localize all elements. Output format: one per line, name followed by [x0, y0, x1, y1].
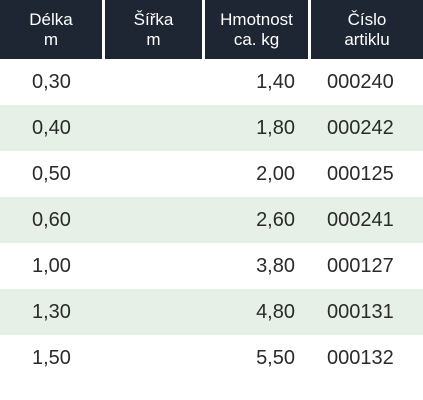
header-cislo-unit: artiklu [344, 29, 390, 49]
cell-cislo: 000242 [327, 116, 394, 139]
header-cislo-label: Číslo [347, 9, 387, 29]
table-row: 0,60 2,60 000241 [0, 197, 423, 243]
cell-hmotnost: 1,80 [256, 116, 295, 139]
header-sirka-label: Šířka [133, 9, 174, 29]
table-row: 0,50 2,00 000125 [0, 151, 423, 197]
header-hmotnost-label: Hmotnost [220, 9, 293, 29]
cell-cislo: 000131 [327, 300, 394, 323]
table-row: 0,30 1,40 000240 [0, 59, 423, 105]
cell-delka: 0,50 [32, 162, 71, 185]
table-row: 0,40 1,80 000242 [0, 105, 423, 151]
cell-hmotnost: 3,80 [256, 254, 295, 277]
table-header: Délka m Šířka m Hmotnost ca. kg Číslo ar… [0, 0, 423, 59]
table-row: 1,30 4,80 000131 [0, 289, 423, 335]
header-delka-label: Délka [29, 9, 73, 29]
cell-delka: 1,00 [32, 254, 71, 277]
header-delka: Délka m [0, 0, 102, 59]
cell-delka: 0,30 [32, 70, 71, 93]
header-delka-unit: m [43, 29, 59, 49]
header-hmotnost: Hmotnost ca. kg [205, 0, 308, 59]
cell-cislo: 000241 [327, 208, 394, 231]
cell-hmotnost: 4,80 [256, 300, 295, 323]
table-row: 1,50 5,50 000132 [0, 335, 423, 381]
header-cislo: Číslo artiklu [311, 0, 423, 59]
cell-delka: 1,50 [32, 346, 71, 369]
header-sirka: Šířka m [105, 0, 202, 59]
header-sirka-unit: m [146, 29, 161, 49]
cell-hmotnost: 2,00 [256, 162, 295, 185]
cell-cislo: 000240 [327, 70, 394, 93]
cell-delka: 0,40 [32, 116, 71, 139]
cell-cislo: 000132 [327, 346, 394, 369]
cell-delka: 0,60 [32, 208, 71, 231]
cell-delka: 1,30 [32, 300, 71, 323]
cell-hmotnost: 1,40 [256, 70, 295, 93]
header-hmotnost-unit: ca. kg [233, 29, 280, 49]
product-table: Délka m Šířka m Hmotnost ca. kg Číslo ar… [0, 0, 423, 381]
table-row: 1,00 3,80 000127 [0, 243, 423, 289]
cell-hmotnost: 5,50 [256, 346, 295, 369]
cell-cislo: 000127 [327, 254, 394, 277]
cell-hmotnost: 2,60 [256, 208, 295, 231]
cell-cislo: 000125 [327, 162, 394, 185]
